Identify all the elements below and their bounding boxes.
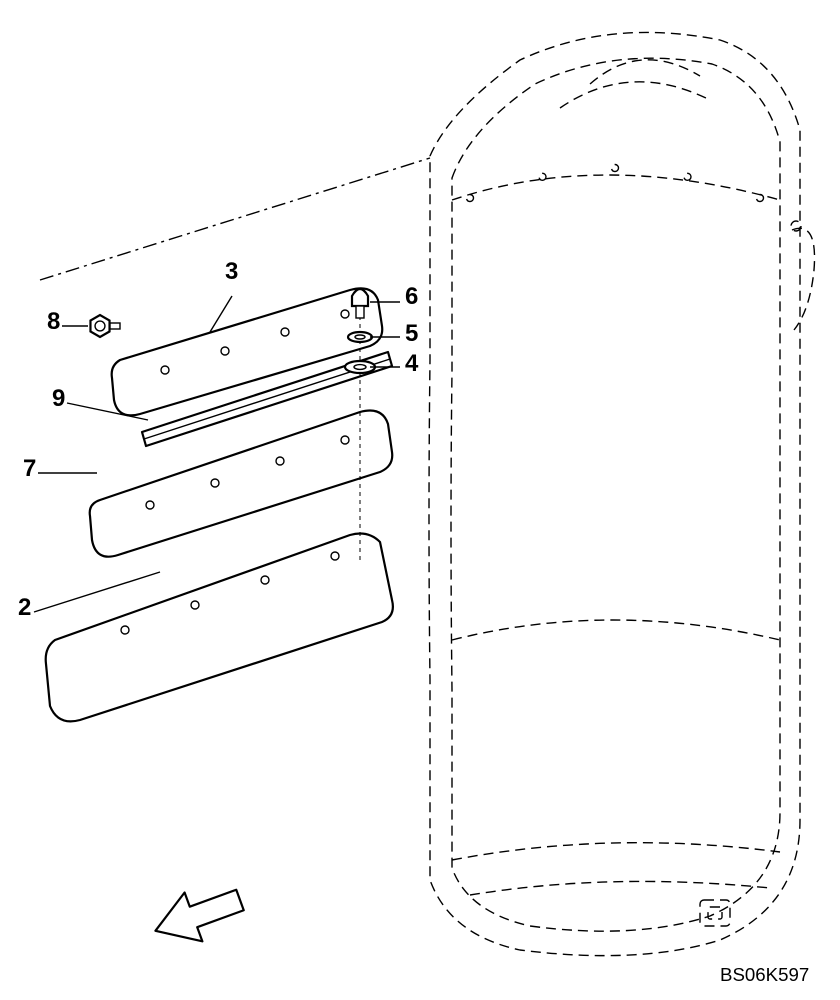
callout-8-label: 8	[47, 310, 60, 334]
callout-4-label: 4	[405, 352, 418, 376]
callout-9-label: 9	[52, 387, 65, 411]
callout-7-label: 7	[23, 457, 36, 481]
document-id: BS06K597	[720, 964, 809, 986]
diagram-svg	[0, 0, 840, 1000]
callout-5-label: 5	[405, 322, 418, 346]
callout-2-label: 2	[18, 596, 31, 620]
callout-6-label: 6	[405, 285, 418, 309]
callout-3-label: 3	[225, 260, 238, 284]
diagram-stage: 2 3 4 5 6 7 8 9 BS06K597	[0, 0, 840, 1000]
